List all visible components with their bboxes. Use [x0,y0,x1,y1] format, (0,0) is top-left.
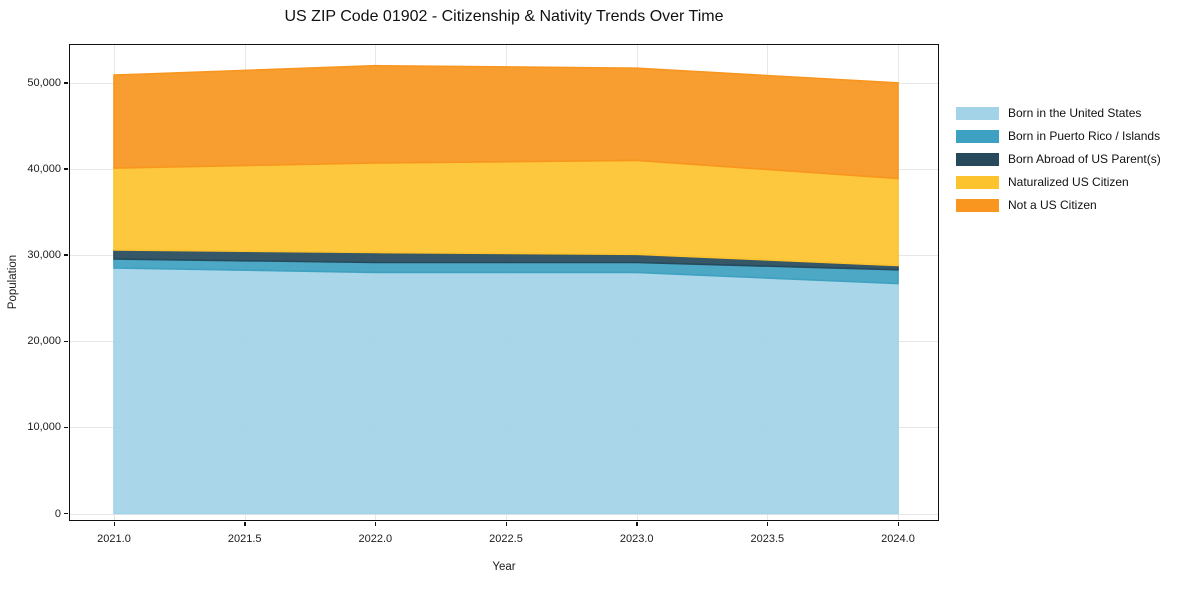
legend-label: Born in Puerto Rico / Islands [1008,129,1161,143]
x-tick [636,522,638,526]
x-tick-label: 2023.0 [619,533,654,545]
y-tick [64,254,68,256]
legend-swatch [956,107,999,120]
x-tick [897,522,899,526]
area-not-citizen [113,64,899,180]
legend-swatch [956,176,999,189]
y-tick [64,340,68,343]
y-tick-label: 30,000 [27,249,61,262]
y-tick [64,168,68,170]
chart-title: US ZIP Code 01902 - Citizenship & Nativi… [284,8,724,25]
stacked-area-chart [113,64,899,515]
x-tick-label: 2021.5 [227,533,262,545]
legend-swatch [956,130,999,143]
legend-swatch [956,199,999,212]
x-tick [374,522,377,526]
y-tick [64,512,68,515]
x-axis-title: Year [492,561,516,573]
x-tick-label: 2022.0 [358,533,393,545]
x-tick-label: 2024.0 [881,533,915,545]
x-tick-label: 2022.5 [489,533,523,545]
x-tick-label: 2023.5 [750,533,785,545]
legend-label: Born Abroad of US Parent(s) [1008,152,1161,166]
y-tick-label: 50,000 [27,76,61,89]
legend-label: Born in the United States [1008,106,1142,120]
area-born-us [113,267,899,515]
y-axis-title: Population [7,254,19,310]
legend-label: Naturalized US Citizen [1008,175,1129,189]
x-tick [244,522,246,526]
y-tick-label: 10,000 [27,421,61,434]
legend-label: Not a US Citizen [1008,198,1097,212]
y-tick-label: 40,000 [27,163,61,175]
y-tick [64,426,68,429]
y-tick-label: 0 [54,507,61,520]
x-tick [505,522,507,526]
x-tick-label: 2021.0 [97,533,131,545]
y-tick-label: 20,000 [27,335,61,348]
x-tick [766,522,769,526]
x-tick [113,522,115,526]
plot-area [69,44,939,521]
legend-swatch [956,153,999,166]
y-tick [64,82,68,84]
area-naturalized [113,159,899,267]
